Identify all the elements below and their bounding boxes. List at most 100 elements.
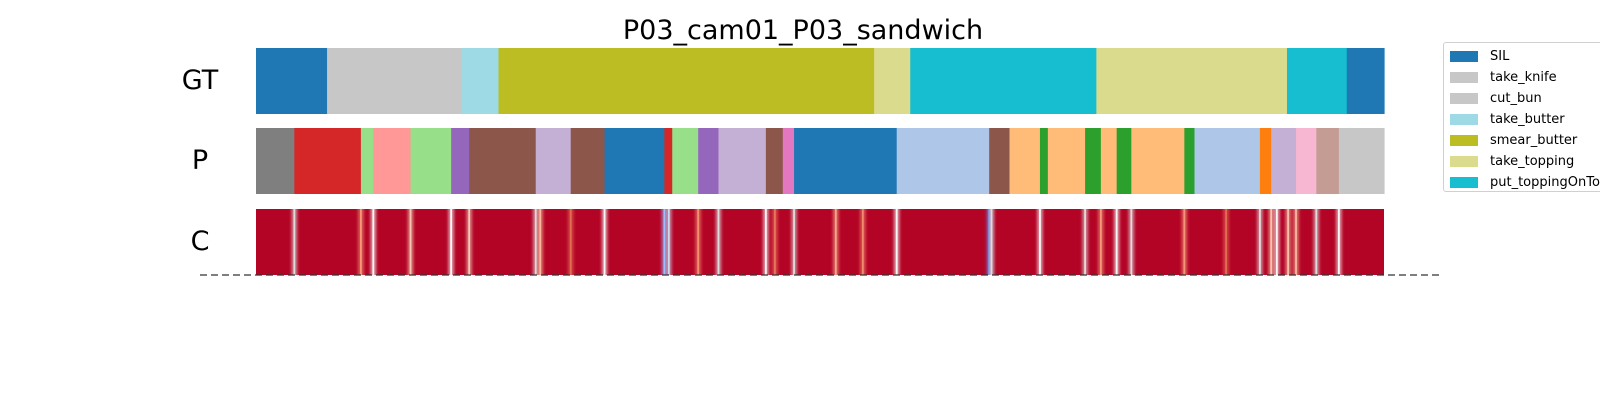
- confidence-mark: [569, 209, 572, 275]
- confidence-mark: [697, 209, 700, 275]
- confidence-mark: [834, 209, 837, 275]
- confidence-mark: [534, 209, 537, 275]
- confidence-mark: [468, 209, 471, 275]
- confidence-mark: [1039, 209, 1041, 275]
- legend-item: take_knife: [1450, 67, 1557, 87]
- legend: SIL take_knife cut_bun take_butter smear_but…: [1443, 42, 1600, 192]
- confidence-mark: [667, 209, 670, 275]
- legend-swatch: [1450, 176, 1478, 188]
- p-segment: [294, 128, 362, 194]
- p-segment: [1316, 128, 1340, 194]
- legend-swatch: [1450, 50, 1478, 62]
- p-segment: [896, 128, 990, 194]
- legend-label: put_toppingOnTop: [1490, 174, 1600, 190]
- c-row: [256, 209, 1384, 275]
- confidence-mark: [1275, 209, 1278, 275]
- legend-item: SIL: [1450, 46, 1509, 66]
- gt-segment: [461, 48, 500, 114]
- gt-segment: [1286, 48, 1348, 114]
- p-segment: [410, 128, 452, 194]
- confidence-mark: [1259, 209, 1261, 275]
- confidence-mark: [773, 209, 776, 275]
- confidence-mark: [990, 209, 993, 275]
- confidence-mark: [793, 209, 795, 275]
- legend-swatch: [1450, 71, 1478, 83]
- confidence-mark: [372, 209, 375, 275]
- legend-label: take_butter: [1490, 111, 1565, 127]
- p-segment: [570, 128, 606, 194]
- legend-item: put_toppingOnTop: [1450, 172, 1600, 191]
- confidence-mark: [1287, 209, 1290, 275]
- gt-segment: [1096, 48, 1288, 114]
- p-segment: [1100, 128, 1118, 194]
- p-segment: [1047, 128, 1086, 194]
- p-segment: [664, 128, 673, 194]
- gt-segment: [874, 48, 911, 114]
- confidence-mark: [450, 209, 453, 275]
- p-segment: [1085, 128, 1102, 194]
- gt-segment: [910, 48, 1097, 114]
- confidence-mark: [1270, 209, 1273, 275]
- confidence-mark: [1099, 209, 1102, 275]
- p-segment: [765, 128, 784, 194]
- p-segment: [535, 128, 572, 194]
- legend-swatch: [1450, 155, 1478, 167]
- confidence-mark: [1315, 209, 1318, 275]
- confidence-mark: [861, 209, 864, 275]
- row-label-p: P: [192, 145, 208, 176]
- p-segment: [360, 128, 374, 194]
- confidence-mark: [1130, 209, 1133, 275]
- p-segment: [1009, 128, 1041, 194]
- p-segment: [1271, 128, 1297, 194]
- confidence-mark: [1115, 209, 1118, 275]
- legend-swatch: [1450, 134, 1478, 146]
- p-segment: [451, 128, 470, 194]
- legend-item: smear_butter: [1450, 130, 1577, 150]
- p-segment: [698, 128, 720, 194]
- legend-item: take_topping: [1450, 151, 1574, 171]
- confidence-mark: [1295, 209, 1297, 275]
- legend-label: take_knife: [1490, 69, 1557, 85]
- confidence-mark: [717, 209, 720, 275]
- confidence-mark: [1183, 209, 1186, 275]
- confidence-mark: [293, 209, 296, 275]
- p-row: [256, 128, 1385, 194]
- p-segment: [1039, 128, 1049, 194]
- gt-segment: [256, 48, 328, 114]
- legend-label: smear_butter: [1490, 132, 1578, 148]
- gt-segment: [327, 48, 462, 114]
- p-segment: [672, 128, 699, 194]
- legend-item: cut_bun: [1450, 88, 1542, 108]
- p-segment: [782, 128, 795, 194]
- p-segment: [1194, 128, 1261, 194]
- confidence-mark: [764, 209, 767, 275]
- p-segment: [1116, 128, 1132, 194]
- p-segment: [1296, 128, 1317, 194]
- p-segment: [794, 128, 898, 194]
- confidence-mark: [539, 209, 542, 275]
- row-label-c: C: [191, 226, 210, 257]
- confidence-bar: [256, 209, 1384, 275]
- p-segment: [989, 128, 1011, 194]
- row-label-gt: GT: [182, 65, 219, 96]
- gt-segment: [498, 48, 875, 114]
- confidence-mark: [1337, 209, 1340, 275]
- chart-title: P03_cam01_P03_sandwich: [623, 15, 983, 46]
- confidence-mark: [603, 209, 606, 275]
- confidence-mark: [360, 209, 362, 275]
- p-segment: [1184, 128, 1196, 194]
- confidence-mark: [409, 209, 412, 275]
- p-segment: [256, 128, 295, 194]
- confidence-mark: [895, 209, 898, 275]
- legend-label: cut_bun: [1490, 90, 1542, 106]
- gt-row: [256, 48, 1385, 114]
- p-segment: [469, 128, 537, 194]
- legend-swatch: [1450, 92, 1478, 104]
- confidence-mark: [1225, 209, 1227, 275]
- confidence-mark: [1084, 209, 1086, 275]
- p-segment: [1259, 128, 1272, 194]
- p-segment: [1131, 128, 1185, 194]
- p-segment: [604, 128, 665, 194]
- gt-segment: [1346, 48, 1385, 114]
